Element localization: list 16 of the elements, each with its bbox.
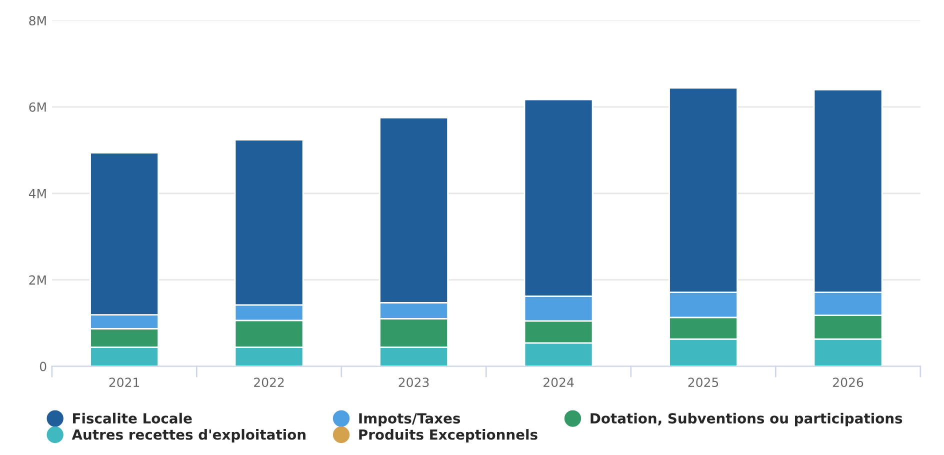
legend-label: Impots/Taxes (359, 413, 460, 426)
x-tick-label: 2021 (109, 378, 140, 388)
y-tick-label: 4M (28, 189, 46, 198)
x-tick-label: 2026 (833, 378, 864, 388)
legend-label: Produits Exceptionnels (359, 429, 538, 442)
x-tick-label: 2025 (688, 378, 718, 388)
x-tick-label: 2022 (254, 378, 284, 388)
y-tick-label: 0 (40, 362, 46, 372)
y-tick-label: 2M (29, 275, 46, 285)
x-tick-label: 2023 (398, 378, 429, 388)
legend-label: Fiscalite Locale (73, 412, 192, 424)
y-tick-label: 8M (29, 16, 46, 26)
y-tick-label: 6M (29, 102, 46, 112)
x-tick-label: 2024 (544, 378, 574, 388)
legend-label: Autres recettes d'exploitation (72, 429, 306, 442)
legend-label: Dotation, Subventions ou participations (590, 412, 902, 426)
